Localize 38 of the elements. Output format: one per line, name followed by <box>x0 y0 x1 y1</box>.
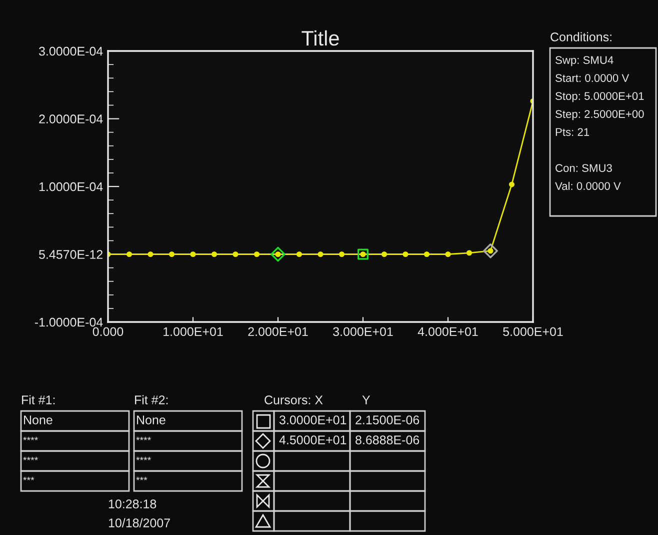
x-tick-label: 5.000E+01 <box>503 327 563 336</box>
text: Fit #1: <box>22 395 55 404</box>
x-tick-label: 0.000 <box>92 327 124 336</box>
text: Con: SMU3 <box>556 164 612 172</box>
text: 8.6888E-06 <box>356 436 420 444</box>
text: Val: 0.0000 V <box>555 182 621 190</box>
text: **** <box>23 436 38 440</box>
text: Conditions: <box>550 32 612 42</box>
text: Cursors: X <box>264 396 323 404</box>
text: **** <box>136 436 151 440</box>
x-tick-label: 1.000E+01 <box>164 327 223 336</box>
text: Pts: 21 <box>556 128 590 136</box>
x-tick-label: 3.000E+01 <box>333 327 393 336</box>
y-tick-label: 2.0000E-04 <box>39 114 103 124</box>
text: *** <box>136 476 148 480</box>
text: Fit #2: <box>135 395 168 404</box>
x-tick-label: 4.000E+01 <box>418 327 478 336</box>
y-tick-label: -1.0000E-04 <box>34 318 103 327</box>
y-tick-label: 1.0000E-04 <box>39 182 103 192</box>
text: 10/18/2007 <box>108 518 170 528</box>
x-tick-label: 2.000E+01 <box>248 327 308 336</box>
text: *** <box>23 476 34 480</box>
text: **** <box>23 456 38 460</box>
text: 10:28:18 <box>108 500 156 508</box>
text: Stop: 5.0000E+01 <box>556 92 644 102</box>
chart-title: Title <box>302 30 339 46</box>
text: Start: 0.0000 V <box>556 74 630 82</box>
text: 2.1500E-06 <box>356 416 420 424</box>
text: Y <box>362 396 370 404</box>
text: 4.5000E+01 <box>279 436 346 444</box>
text: 3.0000E+01 <box>279 416 346 424</box>
text: None <box>24 416 52 424</box>
text: Step: 2.5000E+00 <box>556 110 644 120</box>
text: None <box>137 416 166 424</box>
y-tick-label: 5.4570E-12 <box>39 250 103 259</box>
y-tick-label: 3.0000E-04 <box>38 46 103 56</box>
text: **** <box>136 456 151 460</box>
text: Swp: SMU4 <box>556 56 614 66</box>
